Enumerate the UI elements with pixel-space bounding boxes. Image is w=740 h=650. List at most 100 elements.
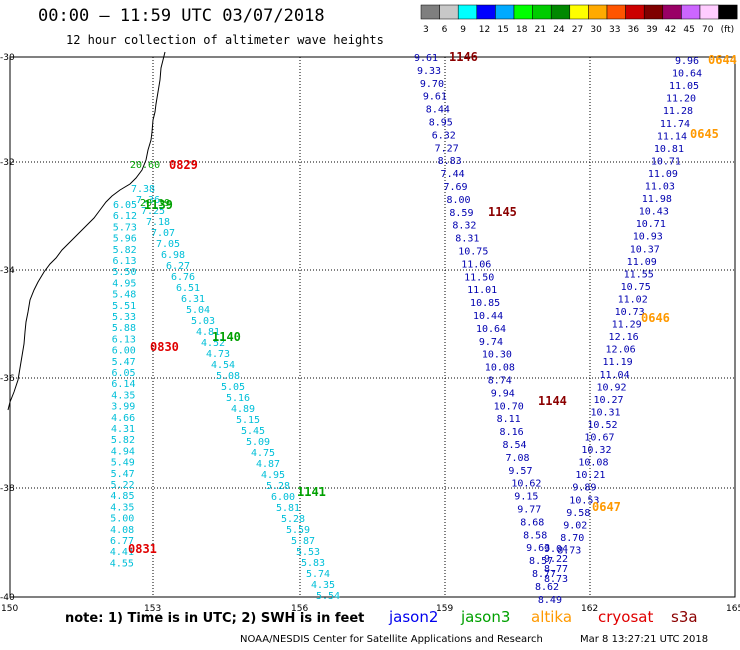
wave-height-label: 4.87 <box>256 459 280 470</box>
wave-height-label: 11.01 <box>467 285 497 296</box>
wave-height-label: 8.68 <box>520 517 544 528</box>
lat-label: -36 <box>0 374 15 384</box>
wave-height-label: 10.71 <box>636 219 666 230</box>
wave-height-label: 9.04 <box>544 544 568 555</box>
satellite-legend-jason3: jason3 <box>461 608 511 626</box>
wave-height-label: 9.89 <box>572 483 596 494</box>
wave-height-label: 5.15 <box>236 415 260 426</box>
wave-height-label: 8.00 <box>446 195 470 206</box>
colorbar-label: 33 <box>609 25 620 35</box>
satellite-legend-jason2: jason2 <box>389 608 439 626</box>
pass-time-label: 0646 <box>641 311 670 325</box>
colorbar-legend: 3 6 9 12 15 18 21 24 27 30 33 36 39 42 45 70 (ft) <box>420 4 738 35</box>
wave-height-label: 10.32 <box>581 445 611 456</box>
colorbar-swatch <box>532 4 552 20</box>
wave-height-label: 9.22 <box>544 554 568 565</box>
wave-height-label: 5.54 <box>316 591 340 602</box>
wave-height-label: 10.44 <box>473 311 503 322</box>
wave-height-label: 8.73 <box>557 545 581 556</box>
wave-height-label: 7.27 <box>435 143 459 154</box>
colorbar-label: 70 <box>702 25 714 35</box>
wave-height-label: 5.00 <box>110 514 134 525</box>
lat-label: -40 <box>0 593 15 603</box>
wave-height-label: 5.48 <box>112 290 136 301</box>
wave-height-label: 8.62 <box>535 582 559 593</box>
wave-height-label: 9.58 <box>566 508 590 519</box>
wave-height-label: 9.61 <box>423 92 447 103</box>
wave-height-label: 9.70 <box>420 79 444 90</box>
wave-height-label: 5.09 <box>246 437 270 448</box>
wave-height-label: 8.77 <box>532 569 556 580</box>
colorbar-label: 15 <box>497 25 508 35</box>
wave-height-label: 11.28 <box>663 106 693 117</box>
wave-height-label: 4.89 <box>231 404 255 415</box>
wave-height-label: 9.02 <box>563 520 587 531</box>
wave-height-label: 4.75 <box>251 448 275 459</box>
wave-height-label: 10.27 <box>593 395 623 406</box>
wave-height-label: 8.95 <box>429 118 453 129</box>
wave-height-label: 12.06 <box>606 345 636 356</box>
colorbar-label: 21 <box>535 25 546 35</box>
pass-time-label: 0829 <box>169 158 198 172</box>
wave-height-label: 8.57 <box>529 556 553 567</box>
wave-height-label: 8.49 <box>538 595 562 606</box>
satellite-legend-s3a: s3a <box>671 608 698 626</box>
wave-height-label: 5.50 <box>112 267 136 278</box>
wave-height-label: 6.77 <box>110 536 134 547</box>
wave-height-label: 9.63 <box>526 543 550 554</box>
wave-height-label: 9.15 <box>514 492 538 503</box>
wave-height-label: 6.51 <box>176 283 200 294</box>
pass-time-label: 1139 <box>144 198 173 212</box>
map-frame <box>9 56 736 598</box>
wave-height-label: 9.77 <box>517 505 541 516</box>
colorbar-label: 42 <box>665 25 676 35</box>
wave-height-label: 5.73 <box>113 222 137 233</box>
coastline <box>7 51 166 411</box>
wave-height-label: 12.16 <box>609 332 639 343</box>
pass-time-label: 1145 <box>488 205 517 219</box>
colorbar-label: 18 <box>516 25 528 35</box>
wave-height-label: 10.71 <box>651 156 681 167</box>
wave-height-label: 11.98 <box>642 194 672 205</box>
colorbar-label: 27 <box>572 25 583 35</box>
colorbar-swatch <box>699 4 719 20</box>
wave-height-label: 10.31 <box>590 407 620 418</box>
lat-label: -34 <box>0 266 15 276</box>
wave-height-label: 4.35 <box>110 502 134 513</box>
wave-height-label: 11.74 <box>660 119 690 130</box>
wave-height-label: 6.12 <box>113 211 137 222</box>
wave-height-label: 8.83 <box>438 156 462 167</box>
wave-height-label: 8.59 <box>449 208 473 219</box>
satellite-legend-cryosat: cryosat <box>598 608 654 626</box>
wave-height-label: 4.94 <box>111 446 135 457</box>
wave-height-label: 5.45 <box>241 426 265 437</box>
wave-height-label: 5.33 <box>112 312 136 323</box>
wave-height-label: 5.83 <box>301 558 325 569</box>
wave-height-label: 10.75 <box>458 247 488 258</box>
wave-height-label: 4.85 <box>110 491 134 502</box>
wave-height-label: 5.49 <box>111 458 135 469</box>
wave-height-label: 7.25 <box>141 206 165 217</box>
lat-label: -32 <box>0 158 15 168</box>
lat-label: -30 <box>0 53 15 63</box>
wave-height-label: 11.14 <box>657 131 687 142</box>
wave-height-label: 6.05 <box>113 200 137 211</box>
wave-height-label: 10.93 <box>633 232 663 243</box>
wave-height-label: 11.02 <box>618 294 648 305</box>
wave-height-label: 11.50 <box>464 272 494 283</box>
wave-height-label: 6.13 <box>112 334 136 345</box>
altimeter-tracks: 7.387.367.257.187.077.056.986.276.766.51… <box>110 53 702 606</box>
wave-height-label: 4.81 <box>196 327 220 338</box>
pass-time-label: 0647 <box>592 500 621 514</box>
wave-height-label: 6.76 <box>171 272 195 283</box>
colorbar-swatch <box>439 4 459 20</box>
pass-time-label: 1144 <box>538 394 567 408</box>
wave-height-label: 5.28 <box>266 481 290 492</box>
pass-time-label: 0644 <box>708 53 737 67</box>
map-subtitle: 12 hour collection of altimeter wave hei… <box>66 33 384 47</box>
colorbar-swatch <box>550 4 571 20</box>
wave-height-label: 9.94 <box>491 388 515 399</box>
wave-height-label: 8.58 <box>523 530 547 541</box>
credit-text: NOAA/NESDIS Center for Satellite Applica… <box>240 634 543 645</box>
wave-height-label: 5.82 <box>111 435 135 446</box>
